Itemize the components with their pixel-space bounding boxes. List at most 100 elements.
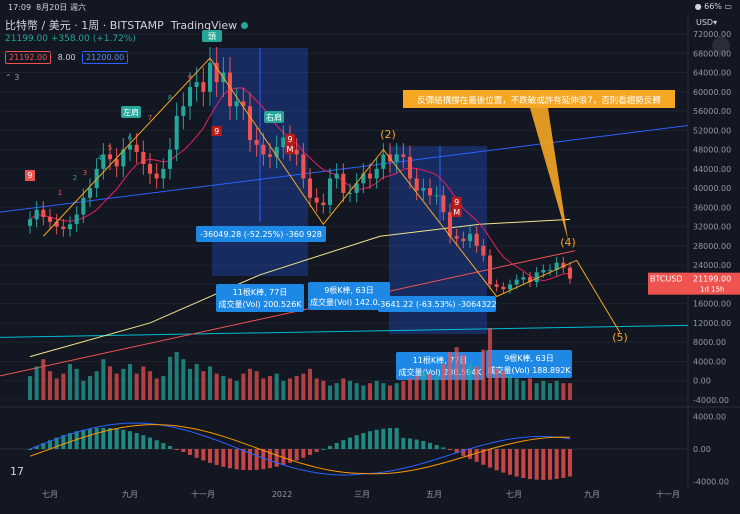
pattern-label-text: 頭 (208, 32, 216, 41)
candle-body (334, 173, 339, 179)
volume-bar (461, 354, 466, 400)
volume-bar (454, 347, 459, 400)
interval[interactable]: 1周 (81, 19, 100, 32)
candle (294, 138, 299, 166)
candle (354, 173, 359, 203)
candle (34, 201, 39, 228)
status-bar: 17:09 8月20日 週六 ● 66% ▭ (0, 0, 740, 14)
macd-hist (567, 449, 573, 477)
note-bg (403, 90, 675, 108)
candle-body (547, 269, 553, 271)
macd-hist (461, 449, 466, 456)
macd-hist (227, 449, 233, 469)
volume-bar (87, 376, 93, 400)
volume-bar (234, 380, 239, 400)
macd-hist (441, 447, 446, 449)
volume-bar (214, 373, 219, 400)
candle-body (127, 144, 133, 150)
macd-hist (134, 433, 139, 449)
symbol-header[interactable]: 比特幣 / 美元 · 1周 · BITSTAMP TradingView (5, 17, 249, 33)
price-axis-label: 4000.00 (693, 357, 726, 366)
candle-body (194, 82, 199, 87)
exchange: BITSTAMP (109, 19, 164, 32)
candle-body (481, 245, 486, 256)
pattern-label (264, 111, 284, 123)
candle (487, 249, 493, 290)
macd-hist (41, 443, 46, 449)
macd-hist (221, 449, 226, 467)
candle-body (454, 236, 459, 239)
macd-hist (354, 435, 359, 449)
macd-hist (321, 448, 326, 450)
macd-hist (547, 449, 553, 480)
candle (401, 143, 406, 168)
candle-body (434, 195, 439, 197)
time-axis-label: 十一月 (656, 489, 680, 499)
candle-body (187, 86, 193, 107)
candle-body (154, 173, 159, 179)
macd-hist (274, 449, 279, 467)
td-marker-label: 9 (27, 171, 32, 180)
volume-bar (381, 383, 386, 400)
candle (534, 266, 539, 287)
fullscreen-icon[interactable] (712, 37, 730, 55)
volume-bar (547, 383, 553, 400)
currency-select[interactable]: USD▾ (696, 18, 718, 27)
macd-hist (167, 446, 173, 449)
moving-average (29, 218, 571, 358)
last-price-symbol: BTCUSD (650, 275, 683, 284)
volume-bar (434, 376, 439, 400)
candle (421, 178, 426, 201)
candle (241, 87, 246, 120)
candle-body (487, 255, 493, 285)
macd-hist (94, 428, 99, 449)
volume-bar (81, 380, 86, 400)
indicators-toggle[interactable]: ⌃ 3 (5, 73, 20, 82)
market-open-icon (241, 22, 249, 29)
ask-button[interactable]: 21200.00 (82, 51, 129, 64)
candle (494, 279, 499, 292)
candle (507, 279, 513, 294)
volume-bar (341, 378, 346, 400)
trend-line (0, 250, 576, 377)
volume-bar (327, 385, 333, 400)
measure-label-text: -3641.22 (-63.53%) -3064322 (377, 300, 496, 309)
candle-body (307, 178, 313, 198)
candle-body (561, 262, 566, 268)
volume-bar (374, 380, 379, 400)
candle (447, 203, 453, 244)
volume-bar (201, 371, 206, 400)
measure-label: -36049.28 (-52.25%) -360 928 (196, 226, 326, 242)
candle-body (541, 269, 546, 273)
macd-hist (201, 449, 206, 461)
volume-bar (421, 371, 426, 400)
candle (501, 282, 506, 294)
macd-hist (541, 449, 546, 480)
volume-bar (54, 378, 59, 400)
price-axis-label: 56000.00 (693, 107, 731, 116)
macd-hist (407, 438, 413, 449)
bid-button[interactable]: 21192.00 (5, 51, 52, 64)
count-label: 1 (58, 189, 62, 197)
candle-body (361, 173, 366, 184)
candle-body (61, 226, 66, 230)
candle (367, 163, 373, 189)
candle (347, 183, 353, 203)
candle-body (234, 101, 239, 107)
candle-body (374, 168, 379, 179)
candle-body (74, 214, 79, 225)
candle (434, 186, 439, 205)
measure-label-bg (486, 350, 572, 378)
price-axis-label: 36000.00 (693, 203, 731, 212)
candle (74, 206, 79, 233)
macd-line (29, 422, 571, 476)
macd-hist (114, 428, 119, 449)
wave-label: (2) (380, 128, 396, 141)
volume-bar (161, 376, 166, 400)
count-label: 4 (98, 154, 103, 162)
candle (481, 239, 486, 262)
macd-hist (247, 449, 253, 471)
wave-label: (5) (612, 331, 628, 344)
candle (527, 272, 533, 287)
